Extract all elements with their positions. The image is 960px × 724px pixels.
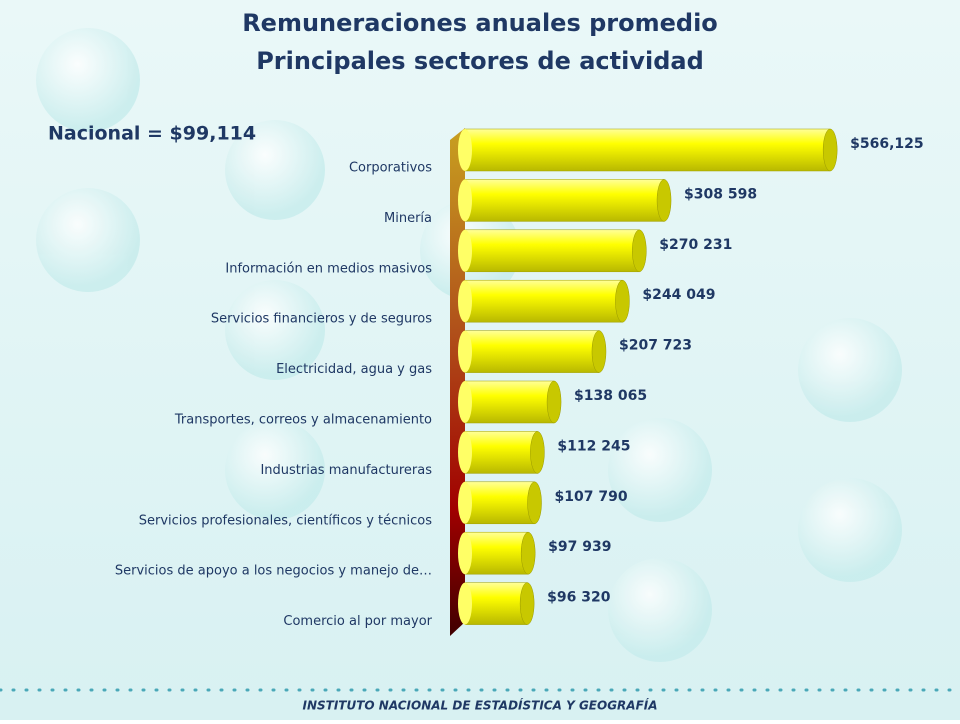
bar-base — [458, 330, 472, 373]
bar — [464, 128, 831, 172]
bar-base — [458, 229, 472, 272]
bar-base — [458, 129, 472, 171]
value-label: $566,125 — [850, 136, 924, 152]
bar-base — [458, 280, 472, 323]
bar — [464, 179, 665, 222]
category-label: Corporativos — [349, 161, 432, 176]
category-label: Servicios de apoyo a los negocios y mane… — [115, 564, 432, 579]
value-label: $107 790 — [555, 489, 628, 505]
chart-subtitle: Principales sectores de actividad — [256, 47, 704, 75]
bar-cap — [527, 481, 542, 525]
bar — [464, 229, 640, 273]
bar-cap — [632, 229, 647, 273]
bar-base — [458, 481, 472, 524]
category-label: Minería — [384, 211, 432, 226]
category-label: Servicios profesionales, científicos y t… — [139, 513, 432, 528]
category-label: Industrias manufactureras — [260, 463, 432, 478]
bar-cap — [546, 380, 562, 424]
value-label: $112 245 — [557, 438, 630, 454]
bar-base — [458, 532, 472, 575]
chart-title: Remuneraciones anuales promedio — [242, 9, 718, 37]
category-label: Servicios financieros y de seguros — [211, 312, 432, 327]
bar — [464, 531, 529, 575]
bar-base — [458, 582, 472, 625]
bar — [464, 481, 535, 525]
bar-cap — [656, 179, 672, 222]
bar-cap — [530, 431, 545, 474]
bar — [464, 431, 538, 474]
value-label: $308 598 — [684, 186, 757, 202]
value-label: $138 065 — [574, 388, 647, 404]
bar — [464, 330, 600, 373]
bar — [464, 582, 528, 625]
bar-base — [458, 179, 472, 222]
bar-base — [458, 431, 472, 474]
bar — [464, 279, 623, 323]
value-label: $207 723 — [619, 338, 692, 354]
value-label: $270 231 — [659, 237, 732, 253]
value-label: $97 939 — [548, 539, 611, 555]
bar — [464, 380, 555, 424]
annotation: Nacional = $99,114 — [48, 123, 256, 145]
category-label: Electricidad, agua y gas — [276, 362, 432, 377]
category-label: Comercio al por mayor — [283, 614, 432, 629]
category-label: Información en medios masivos — [225, 261, 432, 276]
bar-cap — [520, 531, 536, 575]
value-label: $96 320 — [547, 590, 611, 606]
bar-cap — [519, 582, 535, 625]
bar-cap — [822, 128, 838, 172]
footer: INSTITUTO NACIONAL DE ESTADÍSTICA Y GEOG… — [302, 698, 657, 713]
bar-base — [458, 381, 472, 423]
bar-cap — [591, 330, 607, 373]
value-label: $244 049 — [642, 287, 715, 303]
category-label: Transportes, correos y almacenamiento — [174, 413, 432, 428]
bar-cap — [615, 279, 630, 323]
bubbles — [36, 28, 902, 662]
